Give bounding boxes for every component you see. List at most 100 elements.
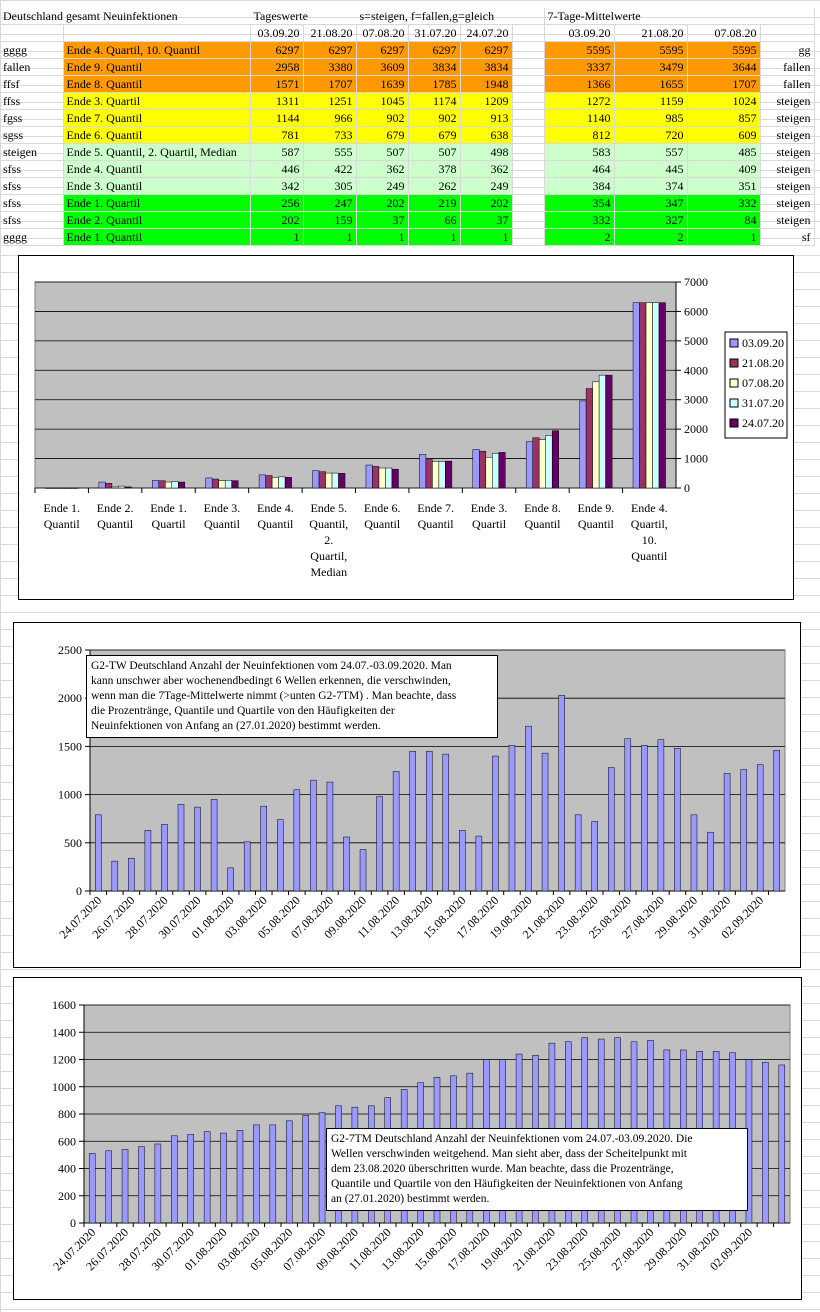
tw-value-cell[interactable]: 498 (460, 143, 513, 161)
row-label-cell[interactable]: Ende 4. Quantil (63, 160, 251, 178)
tm-value-cell[interactable]: 2 (544, 228, 615, 246)
tw-value-cell[interactable]: 1707 (303, 75, 357, 93)
tw-value-cell[interactable]: 1311 (250, 92, 304, 110)
tw-value-cell[interactable]: 1 (356, 228, 409, 246)
average-chart-frame[interactable]: 0 200 400 600 800 1000 1200 1400 1600 24.07.2020 2… (13, 977, 802, 1300)
tw-value-cell[interactable]: 1209 (460, 92, 513, 110)
tm-value-cell[interactable]: 609 (687, 126, 761, 144)
tw-value-cell[interactable]: 249 (356, 177, 409, 195)
row-label-cell[interactable]: Ende 3. Quartil (63, 92, 251, 110)
tw-value-cell[interactable]: 507 (356, 143, 409, 161)
tw-value-cell[interactable]: 342 (250, 177, 304, 195)
empty-cell[interactable] (512, 109, 545, 127)
tm-value-cell[interactable]: 2 (614, 228, 688, 246)
tw-value-cell[interactable]: 902 (356, 109, 409, 127)
empty-cell[interactable] (512, 41, 545, 59)
trend-cell[interactable]: steigen (760, 194, 815, 212)
tw-date-header[interactable]: 31.07.20 (408, 24, 461, 42)
tw-value-cell[interactable]: 202 (356, 194, 409, 212)
quantile-chart-frame[interactable]: 0 1000 2000 3000 4000 5000 6000 7000 Ende 1. Quan… (18, 255, 794, 600)
tw-value-cell[interactable]: 6297 (356, 41, 409, 59)
tw-value-cell[interactable]: 219 (408, 194, 461, 212)
tm-value-cell[interactable]: 332 (544, 211, 615, 229)
tm-value-cell[interactable]: 1 (687, 228, 761, 246)
empty-cell[interactable] (512, 58, 545, 76)
tageswerte-label[interactable]: Tageswerte (250, 8, 356, 25)
row-label-cell[interactable]: Ende 1. Quantil (63, 228, 251, 246)
row-label-cell[interactable]: Ende 1. Quartil (63, 194, 251, 212)
tm-value-cell[interactable]: 1272 (544, 92, 615, 110)
tm-value-cell[interactable]: 1366 (544, 75, 615, 93)
tw-value-cell[interactable]: 422 (303, 160, 357, 178)
tm-value-cell[interactable]: 557 (614, 143, 688, 161)
empty-cell[interactable] (512, 24, 545, 42)
row-label-cell[interactable]: Ende 6. Quantil (63, 126, 251, 144)
empty-cell[interactable] (0, 24, 64, 42)
quantile-bar-chart[interactable]: 0 1000 2000 3000 4000 5000 6000 7000 Ende 1. Quan… (19, 256, 795, 601)
tm-value-cell[interactable]: 409 (687, 160, 761, 178)
empty-cell[interactable] (512, 160, 545, 178)
tw-value-cell[interactable]: 6297 (408, 41, 461, 59)
row-code-cell[interactable]: sfss (0, 177, 64, 195)
tm-value-cell[interactable]: 985 (614, 109, 688, 127)
daily-chart-annotation[interactable]: G2-TW Deutschland Anzahl der Neuinfektio… (86, 655, 498, 738)
tw-value-cell[interactable]: 1 (303, 228, 357, 246)
tw-value-cell[interactable]: 362 (356, 160, 409, 178)
tw-value-cell[interactable]: 305 (303, 177, 357, 195)
tm-value-cell[interactable]: 1024 (687, 92, 761, 110)
tm-value-cell[interactable]: 332 (687, 194, 761, 212)
trend-cell[interactable]: steigen (760, 177, 815, 195)
row-label-cell[interactable]: Ende 5. Quantil, 2. Quartil, Median (63, 143, 251, 161)
tm-value-cell[interactable]: 464 (544, 160, 615, 178)
tw-date-header[interactable]: 21.08.20 (303, 24, 357, 42)
row-code-cell[interactable]: sfss (0, 194, 64, 212)
tw-value-cell[interactable]: 555 (303, 143, 357, 161)
tw-value-cell[interactable]: 247 (303, 194, 357, 212)
tm-value-cell[interactable]: 354 (544, 194, 615, 212)
tm-value-cell[interactable]: 812 (544, 126, 615, 144)
row-code-cell[interactable]: gggg (0, 228, 64, 246)
tm-value-cell[interactable]: 1707 (687, 75, 761, 93)
tw-value-cell[interactable]: 362 (460, 160, 513, 178)
tw-value-cell[interactable]: 256 (250, 194, 304, 212)
empty-cell[interactable] (512, 194, 545, 212)
tw-value-cell[interactable]: 1 (250, 228, 304, 246)
empty-cell[interactable] (512, 126, 545, 144)
tm-value-cell[interactable]: 374 (614, 177, 688, 195)
tm-date-header[interactable]: 21.08.20 (614, 24, 688, 42)
tw-value-cell[interactable]: 1948 (460, 75, 513, 93)
empty-cell[interactable] (512, 228, 545, 246)
tm-value-cell[interactable]: 1655 (614, 75, 688, 93)
row-code-cell[interactable]: fgss (0, 109, 64, 127)
tw-value-cell[interactable]: 966 (303, 109, 357, 127)
tw-date-header[interactable]: 24.07.20 (460, 24, 513, 42)
tw-date-header[interactable]: 03.09.20 (250, 24, 304, 42)
empty-cell[interactable] (760, 24, 815, 42)
row-code-cell[interactable]: sfss (0, 160, 64, 178)
tw-value-cell[interactable]: 733 (303, 126, 357, 144)
tw-value-cell[interactable]: 781 (250, 126, 304, 144)
tw-value-cell[interactable]: 1 (408, 228, 461, 246)
tw-value-cell[interactable]: 1571 (250, 75, 304, 93)
tm-value-cell[interactable]: 5595 (614, 41, 688, 59)
trend-cell[interactable]: steigen (760, 126, 815, 144)
tw-value-cell[interactable]: 3834 (408, 58, 461, 76)
tm-value-cell[interactable]: 1159 (614, 92, 688, 110)
tm-value-cell[interactable]: 5595 (687, 41, 761, 59)
tw-value-cell[interactable]: 679 (408, 126, 461, 144)
trend-cell[interactable]: fallen (760, 75, 815, 93)
tw-value-cell[interactable]: 37 (460, 211, 513, 229)
row-code-cell[interactable]: sgss (0, 126, 64, 144)
tw-date-header[interactable]: 07.08.20 (356, 24, 409, 42)
empty-cell[interactable] (760, 8, 815, 25)
tw-value-cell[interactable]: 6297 (460, 41, 513, 59)
tw-value-cell[interactable]: 587 (250, 143, 304, 161)
row-code-cell[interactable]: gggg (0, 41, 64, 59)
empty-cell[interactable] (512, 8, 545, 25)
average-chart-annotation[interactable]: G2-7TM Deutschland Anzahl der Neuinfekti… (326, 1128, 748, 1211)
tw-value-cell[interactable]: 902 (408, 109, 461, 127)
tm-value-cell[interactable]: 857 (687, 109, 761, 127)
tm-value-cell[interactable]: 720 (614, 126, 688, 144)
trend-cell[interactable]: steigen (760, 160, 815, 178)
trend-cell[interactable]: steigen (760, 109, 815, 127)
